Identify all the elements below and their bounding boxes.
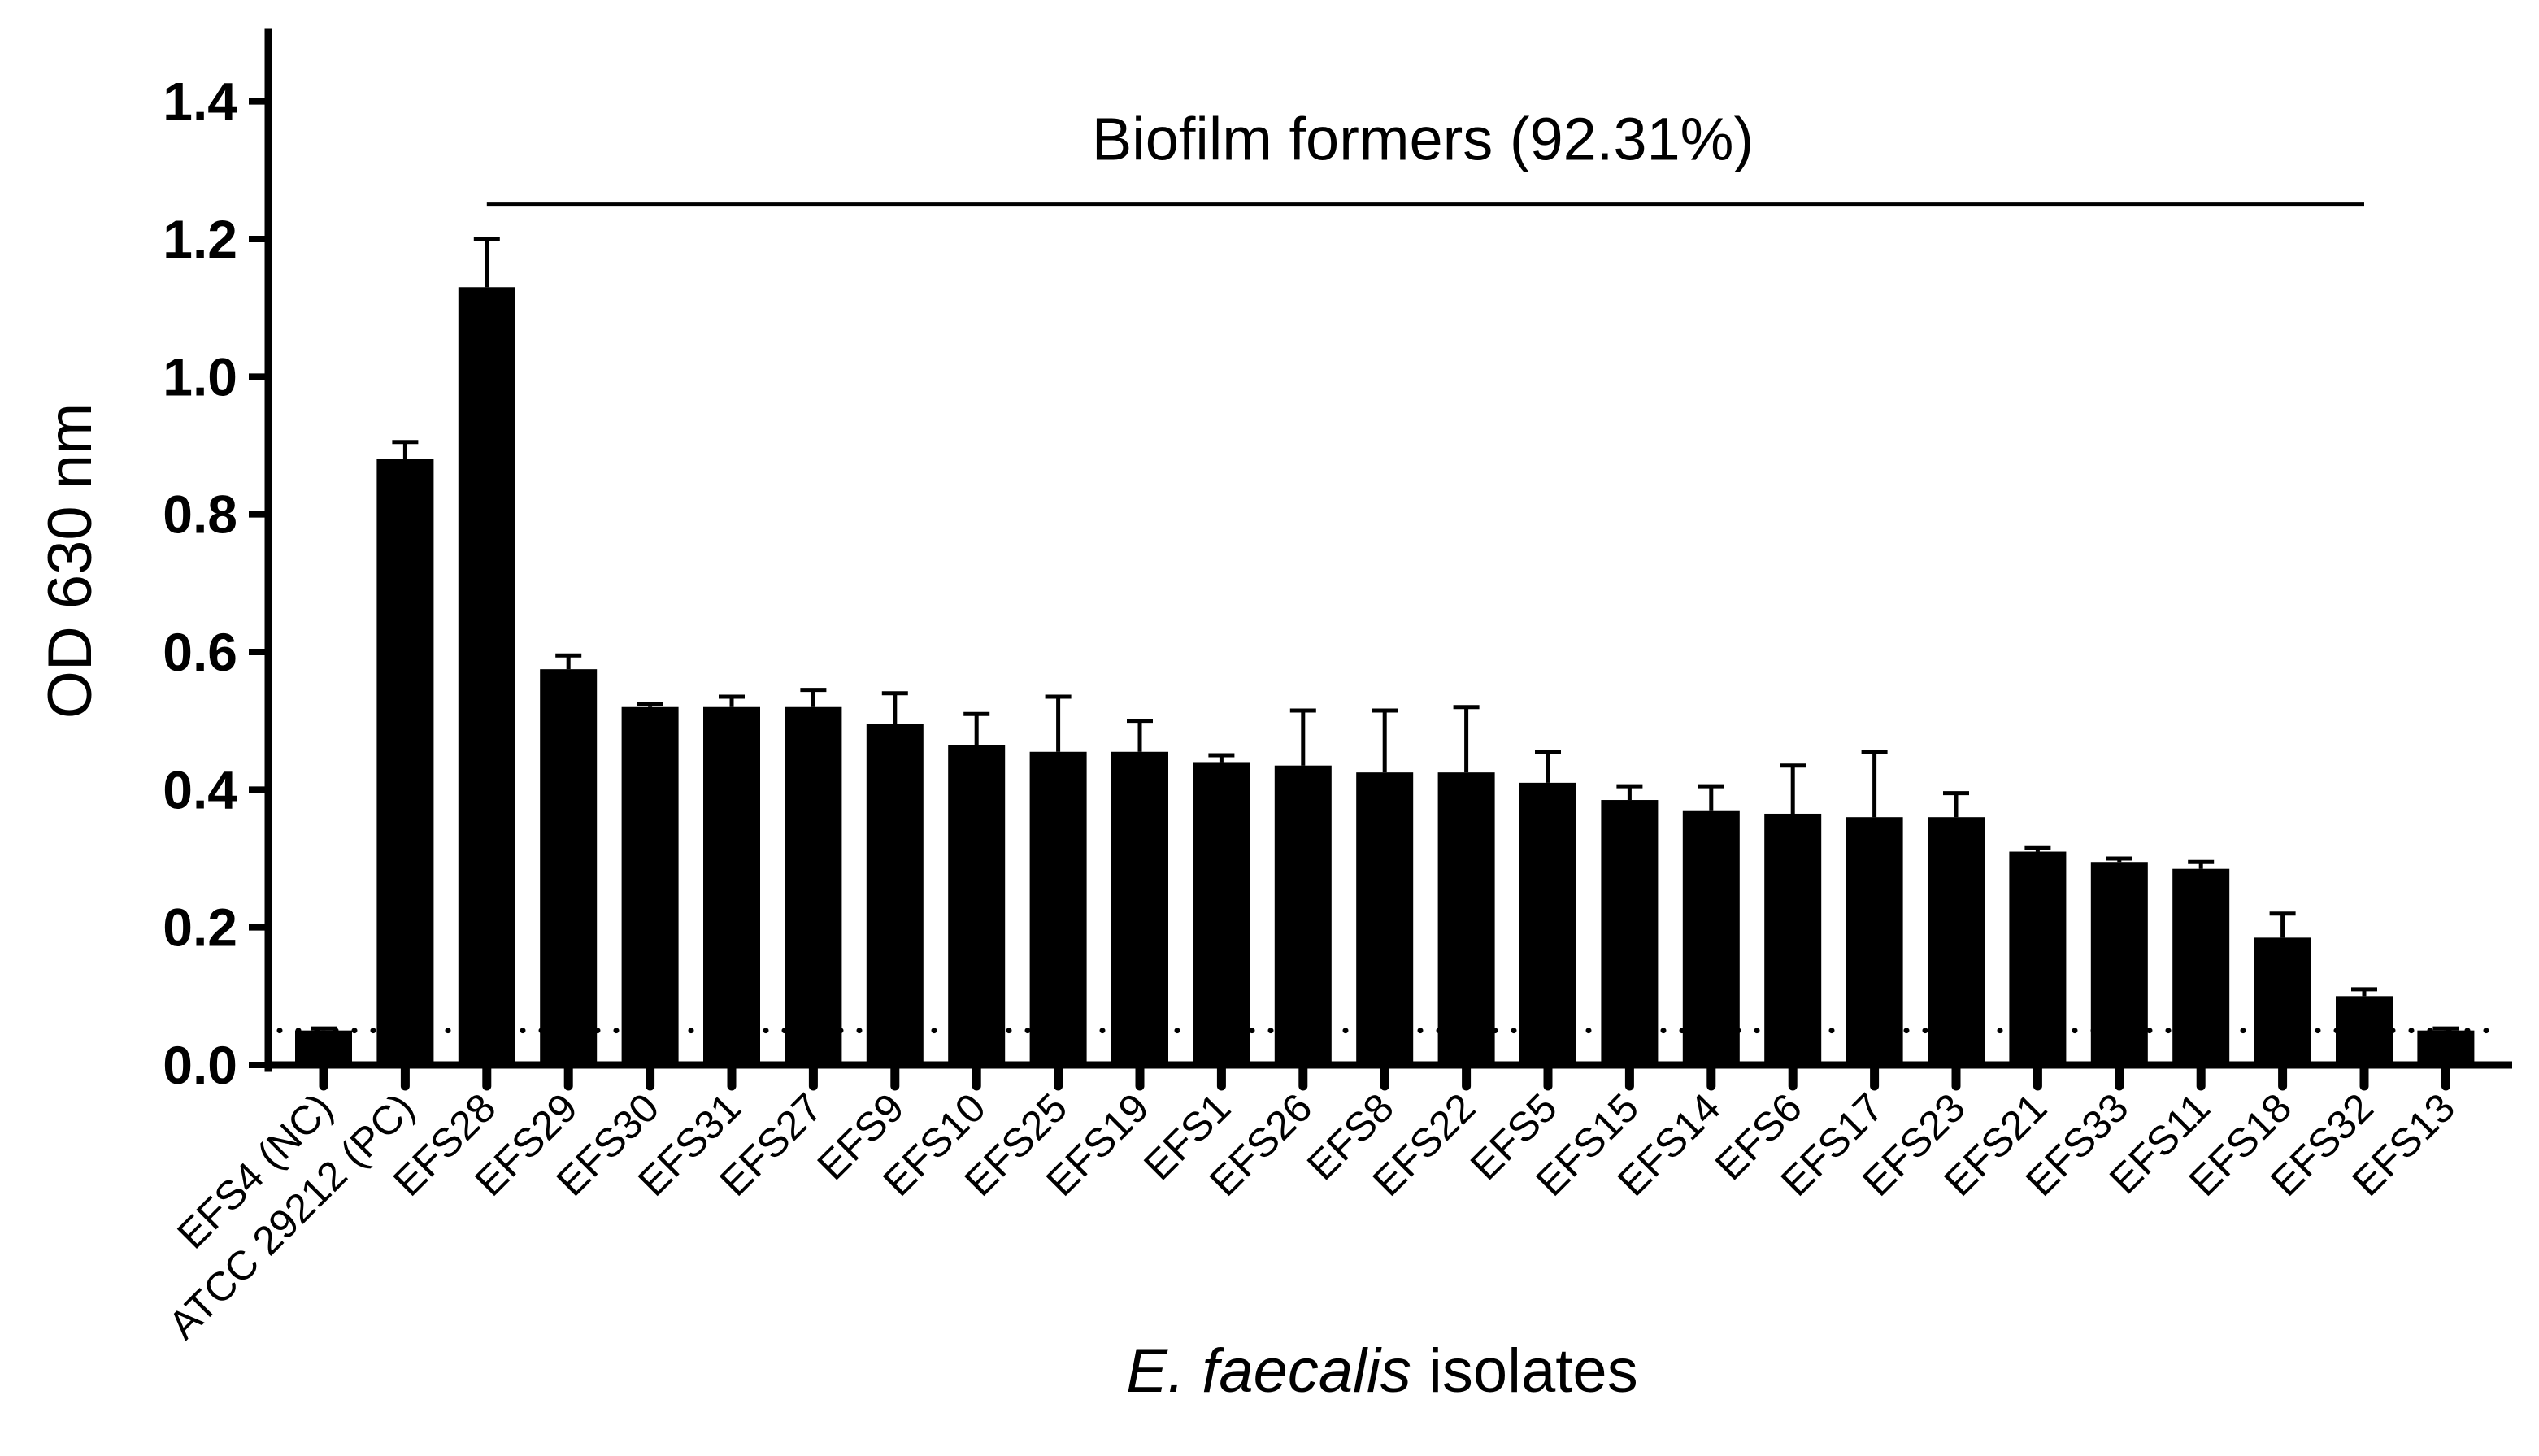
bar <box>621 706 679 1065</box>
bar <box>1274 765 1332 1065</box>
x-axis-title-italic: E. faecalis <box>1126 1336 1411 1406</box>
y-tick-label: 0.8 <box>163 485 237 545</box>
bar <box>866 724 924 1065</box>
bar <box>376 459 434 1065</box>
bar <box>2172 868 2230 1065</box>
annotation: Biofilm formers (92.31%) <box>486 106 2364 207</box>
bar <box>1928 817 1985 1065</box>
bar <box>1601 800 1659 1065</box>
bar <box>1193 762 1250 1065</box>
bars <box>295 237 2475 1065</box>
y-tick-label: 0.0 <box>163 1035 237 1095</box>
bar <box>2254 937 2311 1065</box>
bar <box>1437 772 1495 1065</box>
bar <box>2417 1030 2475 1065</box>
annotation-text: Biofilm formers (92.31%) <box>1092 106 1754 173</box>
bar <box>458 287 515 1065</box>
bar <box>1111 751 1168 1065</box>
bar <box>1682 810 1740 1065</box>
y-tick-label: 0.4 <box>163 759 237 819</box>
bar <box>1029 751 1087 1065</box>
bar <box>1764 813 1822 1065</box>
bar <box>540 669 598 1065</box>
y-tick-label: 0.2 <box>163 898 237 958</box>
y-tick-label: 1.0 <box>163 346 237 406</box>
bar <box>1356 772 1414 1065</box>
bar <box>1846 817 1903 1065</box>
category-labels: EFS4 (NC)ATCC 29212 (PC)EFS28EFS29EFS30E… <box>159 1084 2463 1348</box>
bar <box>785 706 842 1065</box>
y-tick-label: 0.6 <box>163 622 237 682</box>
bar <box>1519 782 1576 1065</box>
x-axis-title: E. faecalis isolates <box>1126 1336 1637 1406</box>
bar <box>295 1030 352 1065</box>
y-tick-label: 1.2 <box>163 209 237 269</box>
y-tick-label: 1.4 <box>163 72 237 132</box>
x-axis-title-rest: isolates <box>1411 1336 1638 1406</box>
bar <box>2336 996 2393 1065</box>
y-axis-title: OD 630 nm <box>36 403 105 719</box>
bar <box>2090 862 2148 1065</box>
bar <box>948 745 1006 1065</box>
bar <box>703 706 760 1065</box>
